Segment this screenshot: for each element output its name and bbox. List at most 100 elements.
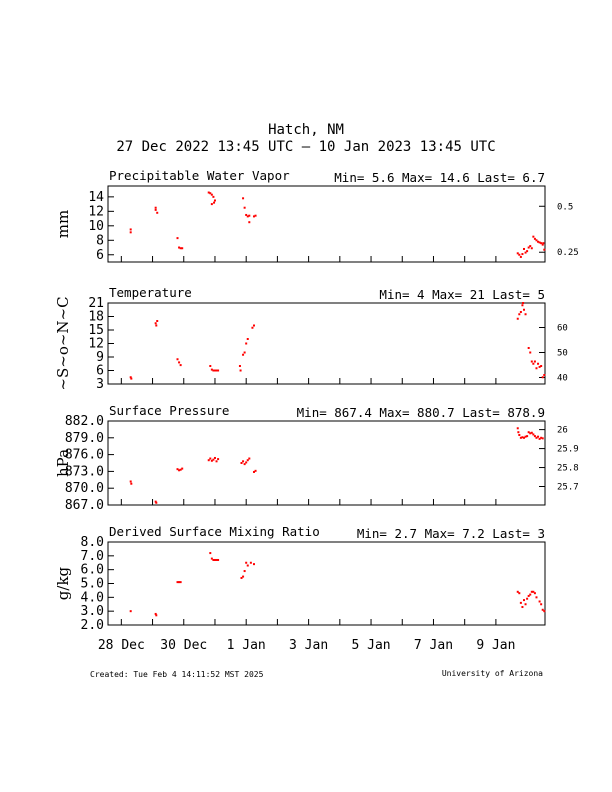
data-point <box>535 596 538 599</box>
data-point <box>522 247 525 250</box>
y-tick-label: 7.0 <box>81 549 104 564</box>
data-point <box>516 252 519 255</box>
y-tick-label: 6 <box>96 364 104 379</box>
data-point <box>155 501 158 504</box>
data-point <box>209 192 212 195</box>
data-point <box>246 215 249 218</box>
data-point <box>529 245 532 248</box>
data-point <box>178 469 181 472</box>
data-point <box>526 597 529 600</box>
x-tick-label: 7 Jan <box>414 638 453 653</box>
data-point <box>246 459 249 462</box>
right-y-tick-label: 50 <box>557 349 568 359</box>
data-point <box>529 432 532 435</box>
data-point <box>532 235 535 238</box>
data-point <box>246 564 249 567</box>
y-tick-label: 882.0 <box>65 414 104 429</box>
data-point <box>541 608 544 611</box>
data-point <box>535 239 538 242</box>
data-point <box>538 437 541 440</box>
y-tick-label: 9 <box>96 350 104 365</box>
data-point <box>246 338 249 340</box>
data-point <box>254 214 257 217</box>
data-point <box>527 246 530 249</box>
data-point <box>540 365 543 367</box>
y-tick-label: 6 <box>96 248 104 263</box>
data-point <box>178 246 181 249</box>
data-point <box>215 460 218 463</box>
data-point <box>176 358 179 361</box>
y-axis-label: mm <box>54 210 72 238</box>
data-point <box>518 434 521 436</box>
data-point <box>209 365 212 367</box>
x-tick-label: 28 Dec <box>98 638 145 653</box>
data-point <box>156 320 159 322</box>
data-point <box>521 253 524 256</box>
data-point <box>213 456 216 459</box>
data-point <box>252 563 255 566</box>
data-point <box>248 221 251 224</box>
data-point <box>213 199 216 202</box>
data-point <box>209 552 212 555</box>
data-point <box>245 213 248 216</box>
data-point <box>519 255 522 258</box>
data-point <box>129 610 132 613</box>
data-point <box>516 590 519 593</box>
data-point <box>213 558 216 561</box>
data-point <box>179 364 182 367</box>
data-point <box>178 581 181 584</box>
data-point <box>524 603 527 606</box>
panel-stats: Min= 2.7 Max= 7.2 Last= 3 <box>357 526 545 541</box>
panel-stats: Min= 867.4 Max= 880.7 Last= 878.9 <box>297 405 545 420</box>
data-point <box>179 468 182 471</box>
data-point <box>538 241 541 244</box>
data-point <box>156 211 159 214</box>
data-point <box>243 570 246 573</box>
data-point <box>210 557 213 560</box>
data-point <box>240 576 243 579</box>
data-point <box>248 457 251 460</box>
panel-title: Derived Surface Mixing Ratio <box>109 524 320 539</box>
data-point <box>249 561 252 564</box>
data-point <box>252 470 255 473</box>
data-point <box>537 362 540 365</box>
data-point <box>541 376 544 379</box>
data-point <box>154 206 157 209</box>
y-tick-label: 15 <box>88 323 104 338</box>
data-point <box>537 435 540 438</box>
data-point <box>543 610 546 613</box>
data-point <box>538 365 541 368</box>
data-point <box>526 250 529 253</box>
y-tick-label: 8 <box>96 233 104 248</box>
data-point <box>252 324 255 327</box>
data-point <box>541 243 544 246</box>
y-tick-label: 3.0 <box>81 604 104 619</box>
y-tick-label: 2.0 <box>81 618 104 633</box>
data-point <box>540 242 543 245</box>
panel-stats: Min= 5.6 Max= 14.6 Last= 6.7 <box>334 170 545 185</box>
data-point <box>524 435 527 438</box>
data-point <box>517 431 520 434</box>
data-point <box>524 251 527 254</box>
data-point <box>535 436 538 439</box>
right-y-tick-label: 60 <box>557 324 568 334</box>
panel-title: Precipitable Water Vapor <box>109 168 290 183</box>
data-point <box>209 457 212 460</box>
data-point <box>518 253 521 256</box>
data-point <box>254 469 257 472</box>
data-point <box>527 347 530 349</box>
x-tick-label: 9 Jan <box>476 638 515 653</box>
data-point <box>207 191 210 194</box>
data-point <box>530 431 533 434</box>
data-point <box>540 436 543 439</box>
data-point <box>176 237 179 240</box>
data-point <box>212 558 215 561</box>
y-tick-label: 879.0 <box>65 431 104 446</box>
chart-subtitle: 27 Dec 2022 13:45 UTC – 10 Jan 2023 13:4… <box>116 139 496 155</box>
data-point <box>245 561 248 564</box>
data-point <box>248 214 251 217</box>
data-point <box>527 431 530 434</box>
data-point <box>155 614 158 617</box>
data-point <box>242 353 245 356</box>
data-point <box>240 462 243 464</box>
